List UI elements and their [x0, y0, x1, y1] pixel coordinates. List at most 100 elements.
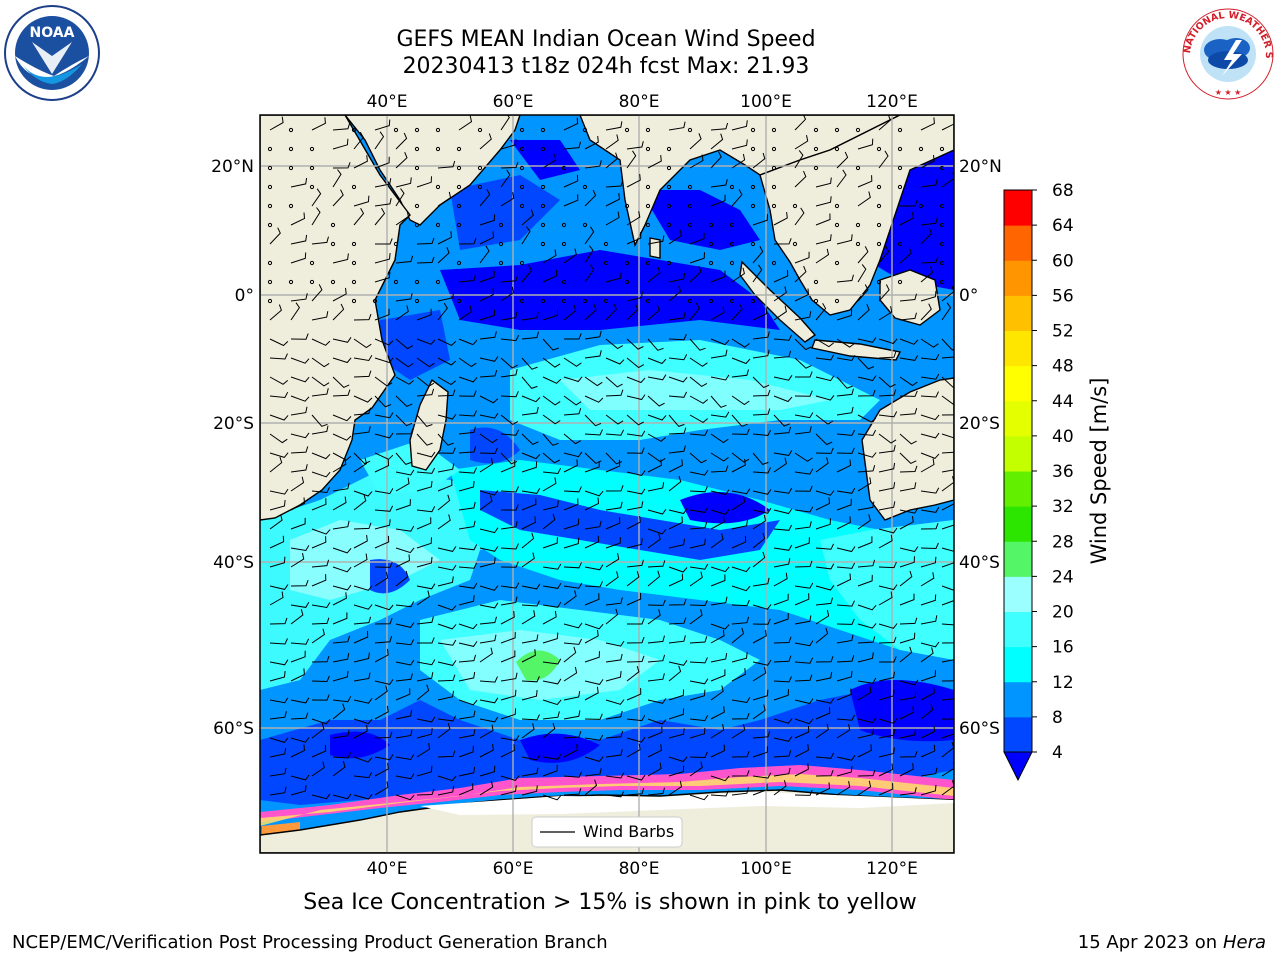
wind-barb	[584, 713, 603, 720]
wind-barb	[521, 516, 536, 530]
wind-barb	[878, 501, 896, 511]
wind-barb	[899, 482, 917, 492]
calm-marker	[834, 203, 840, 209]
wind-barb	[311, 628, 325, 644]
wind-barb	[479, 270, 495, 283]
calm-marker	[288, 127, 294, 133]
wind-barb	[416, 616, 434, 625]
colorbar-swatch	[1004, 576, 1032, 612]
wind-barb	[647, 673, 665, 682]
wind-barb	[668, 689, 685, 701]
wind-barb	[500, 561, 519, 568]
wind-barb	[668, 635, 686, 644]
wind-barb	[437, 674, 456, 682]
calm-marker	[624, 203, 630, 209]
calm-marker	[309, 279, 315, 285]
wind-barb	[710, 790, 729, 797]
calm-marker	[498, 260, 504, 266]
calm-marker	[729, 184, 735, 190]
wind-barb	[395, 639, 415, 646]
wind-barb	[311, 694, 330, 701]
wind-barb	[395, 210, 409, 226]
wind-barb	[395, 729, 413, 739]
wind-barb	[794, 485, 813, 492]
wind-barb	[647, 235, 665, 245]
wind-barb	[605, 459, 621, 473]
wind-barb	[458, 501, 476, 511]
wind-barb	[605, 338, 624, 350]
wind-barb	[416, 537, 432, 549]
wind-barb	[878, 763, 894, 777]
wind-barb	[773, 572, 788, 587]
calm-marker	[540, 146, 546, 152]
wind-barb	[626, 394, 646, 401]
wind-barb	[605, 791, 625, 798]
wind-barb	[878, 115, 891, 131]
wind-barb	[479, 765, 496, 777]
wind-barb	[416, 672, 434, 682]
wind-barb	[563, 486, 582, 493]
calm-marker	[351, 298, 357, 304]
wind-barb	[269, 353, 288, 360]
wind-barb	[689, 252, 705, 264]
wind-barb	[395, 601, 415, 608]
wind-barb	[479, 716, 499, 723]
wind-barb	[815, 697, 835, 704]
wind-barb	[773, 334, 793, 341]
wind-barb	[752, 489, 772, 495]
wind-barb	[878, 591, 893, 606]
wind-barb	[563, 622, 583, 629]
wind-barb	[836, 406, 854, 416]
right-lat-label: 40°S	[959, 553, 1000, 573]
wind-barb	[479, 356, 499, 362]
wind-barb	[584, 734, 604, 741]
wind-barb	[374, 618, 393, 625]
wind-barb	[500, 161, 519, 169]
colorbar-swatch	[1004, 365, 1032, 402]
wind-barb	[563, 451, 583, 458]
wind-barb	[374, 754, 394, 761]
wind-barb	[857, 559, 876, 568]
wind-barb	[374, 648, 389, 663]
wind-barb	[752, 551, 766, 568]
wind-barb	[332, 703, 346, 720]
wind-barb	[479, 490, 499, 496]
calm-marker	[519, 165, 525, 171]
wind-barb	[668, 121, 686, 131]
wind-barb	[605, 571, 619, 587]
wind-barb	[521, 226, 531, 245]
wind-barb	[458, 745, 474, 758]
colorbar-under-triangle	[1003, 751, 1033, 782]
wind-barb	[374, 395, 392, 408]
wind-barb	[794, 674, 813, 682]
wind-barb	[374, 357, 394, 364]
wind-barb	[605, 597, 623, 606]
wind-barb	[773, 350, 792, 359]
wind-barb	[731, 713, 750, 720]
wind-barb	[752, 389, 771, 397]
wind-barb	[878, 411, 898, 418]
wind-barb	[353, 672, 371, 682]
wind-barb	[395, 357, 414, 368]
wind-barb	[521, 209, 534, 226]
wind-barb	[269, 591, 284, 606]
wind-barb	[815, 196, 832, 207]
wind-barb	[290, 212, 306, 226]
wind-barb	[941, 503, 954, 511]
wind-barb	[899, 751, 918, 758]
wind-barb	[731, 153, 746, 169]
wind-barb	[563, 771, 583, 778]
wind-barb	[500, 274, 519, 283]
wind-barb	[395, 188, 405, 207]
wind-barb	[815, 433, 833, 446]
wind-barb	[626, 787, 645, 796]
wind-barb	[500, 735, 520, 742]
wind-barb	[458, 710, 476, 720]
calm-marker	[603, 241, 609, 247]
wind-barb	[290, 357, 310, 364]
calm-marker	[561, 241, 567, 247]
calm-marker	[708, 222, 714, 228]
wind-barb	[500, 192, 515, 207]
wind-barb	[395, 338, 414, 350]
